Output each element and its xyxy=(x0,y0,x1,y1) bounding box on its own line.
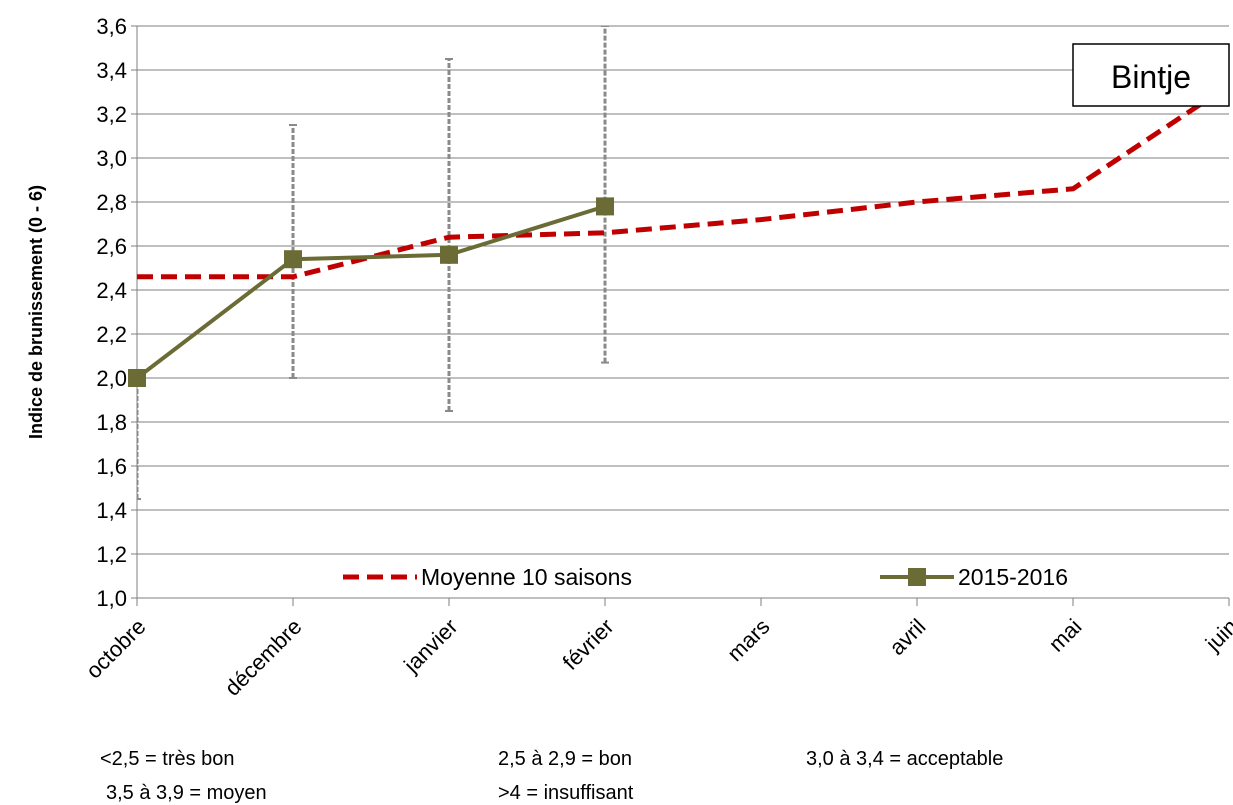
y-tick-label: 1,0 xyxy=(96,586,127,611)
y-tick-label: 2,6 xyxy=(96,234,127,259)
data-point-2015-2016 xyxy=(440,245,458,264)
x-tick-label: janvier xyxy=(398,614,462,678)
data-point-2015-2016 xyxy=(596,197,614,216)
note-moyen: 3,5 à 3,9 = moyen xyxy=(106,782,267,804)
x-tick-label: février xyxy=(558,614,619,675)
axes xyxy=(131,25,1230,606)
note-bon: 2,5 à 2,9 = bon xyxy=(498,748,632,770)
y-tick-label: 3,6 xyxy=(96,14,127,39)
note-insuffisant: >4 = insuffisant xyxy=(498,782,634,804)
legend-label-2015-2016: 2015-2016 xyxy=(958,564,1068,590)
x-tick-label: mars xyxy=(722,614,774,666)
y-tick-label: 2,8 xyxy=(96,190,127,215)
series-markers xyxy=(128,197,614,387)
series-lines xyxy=(137,83,1229,380)
y-tick-label: 1,8 xyxy=(96,410,127,435)
x-tick-label: décembre xyxy=(220,614,307,701)
series-line-moyenne xyxy=(137,83,1229,280)
data-point-2015-2016 xyxy=(128,369,146,387)
gridlines xyxy=(137,25,1229,555)
y-axis-label: Indice de brunissement (0 - 6) xyxy=(26,185,46,439)
y-tick-label: 2,4 xyxy=(96,278,127,303)
y-tick-label: 1,4 xyxy=(96,498,127,523)
y-tick-label: 2,2 xyxy=(96,322,127,347)
note-acceptable: 3,0 à 3,4 = acceptable xyxy=(806,748,1003,770)
y-tick-label: 3,0 xyxy=(96,146,127,171)
error-bars xyxy=(137,26,609,500)
legend-marker-2015-2016 xyxy=(908,568,926,586)
y-tick-label: 2,0 xyxy=(96,366,127,391)
y-tick-labels: 1,0 1,2 1,4 1,6 1,8 2,0 2,2 2,4 2,6 2,8 3,0 3,2 3,4 3… xyxy=(96,14,127,611)
y-tick-label: 3,4 xyxy=(96,58,127,83)
x-tick-label: octobre xyxy=(81,614,151,684)
y-tick-label: 1,2 xyxy=(96,542,127,567)
x-tick-label: juin xyxy=(1200,614,1233,657)
note-tres-bon: <2,5 = très bon xyxy=(100,748,235,770)
annotation-label: Bintje xyxy=(1111,59,1191,95)
y-tick-label: 3,2 xyxy=(96,102,127,127)
annotation-box: Bintje xyxy=(1072,43,1230,107)
legend: Moyenne 10 saisons 2015-2016 xyxy=(343,564,1068,590)
x-tick-label: mai xyxy=(1044,614,1087,657)
data-point-2015-2016 xyxy=(284,250,302,269)
x-tick-label: avril xyxy=(884,614,930,660)
rating-notes: <2,5 = très bon 3,5 à 3,9 = moyen 2,5 à … xyxy=(100,748,1003,804)
series-line-2015-2016 xyxy=(137,204,606,380)
x-tick-labels: octobre décembre janvier février mars avril ma… xyxy=(81,614,1233,701)
y-tick-label: 1,6 xyxy=(96,454,127,479)
legend-label-moyenne: Moyenne 10 saisons xyxy=(421,564,632,590)
